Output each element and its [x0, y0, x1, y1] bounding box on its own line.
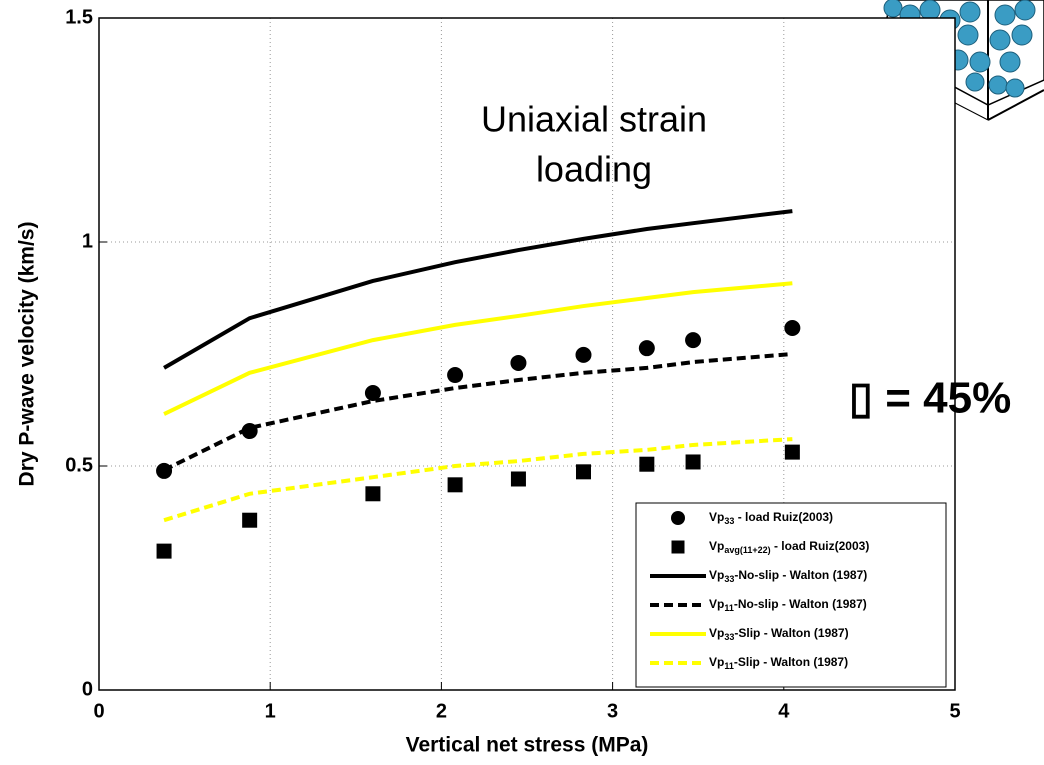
legend-text: 33: [724, 632, 734, 642]
annotation: ▯ = 45%: [849, 374, 1011, 423]
y-tick-label: 0: [82, 678, 93, 700]
x-tick-label: 1: [265, 700, 276, 722]
legend-swatch: [672, 541, 685, 554]
legend-text: - load Ruiz(2003): [771, 539, 870, 553]
x-tick-label: 0: [93, 700, 104, 722]
legend-text: Vp: [709, 539, 724, 553]
legend-text: -No-slip - Walton (1987): [734, 597, 867, 611]
y-tick-label: 1: [82, 230, 93, 252]
y-tick-label: 1.5: [65, 6, 93, 28]
data-point: [784, 320, 800, 336]
data-point: [575, 347, 591, 363]
data-point: [639, 457, 654, 472]
data-point: [686, 454, 701, 469]
data-point: [447, 367, 463, 383]
annotation: Uniaxial strain: [481, 99, 707, 140]
data-point: [511, 471, 526, 486]
legend-text: avg(11+22): [724, 545, 770, 555]
legend-text: -No-slip - Walton (1987): [734, 568, 867, 582]
data-point: [157, 544, 172, 559]
data-point: [242, 513, 257, 528]
legend-text: Vp: [709, 655, 724, 669]
y-axis-title: Dry P-wave velocity (km/s): [16, 222, 39, 487]
legend-text: - load Ruiz(2003): [734, 510, 833, 524]
legend-text: 33: [724, 574, 734, 584]
chart: 0 1 2 3 4 5 0 0.5 1 1.5 Vertical net stress (MPa) D…: [0, 0, 1044, 765]
legend: Vp33 - load Ruiz(2003)Vpavg(11+22) - loa…: [636, 503, 946, 687]
data-point: [365, 486, 380, 501]
x-tick-label: 2: [436, 700, 447, 722]
legend-text: -Slip - Walton (1987): [734, 626, 848, 640]
data-point: [685, 332, 701, 348]
x-tick-label: 5: [949, 700, 960, 722]
legend-text: Vp: [709, 626, 724, 640]
annotation: loading: [536, 149, 652, 190]
legend-text: -Slip - Walton (1987): [734, 655, 848, 669]
data-point: [639, 340, 655, 356]
legend-text: 11: [724, 603, 734, 613]
legend-swatch: [671, 511, 685, 525]
legend-text: 33: [724, 516, 734, 526]
y-tick-label: 0.5: [65, 454, 93, 476]
legend-text: 11: [724, 661, 734, 671]
legend-text: Vp: [709, 568, 724, 582]
x-tick-label: 4: [778, 700, 790, 722]
data-point: [785, 445, 800, 460]
data-point: [448, 477, 463, 492]
x-tick-label: 3: [607, 700, 618, 722]
x-axis-title: Vertical net stress (MPa): [406, 734, 649, 757]
legend-text: Vp: [709, 597, 724, 611]
legend-text: Vp: [709, 510, 724, 524]
data-point: [510, 355, 526, 371]
data-point: [576, 464, 591, 479]
